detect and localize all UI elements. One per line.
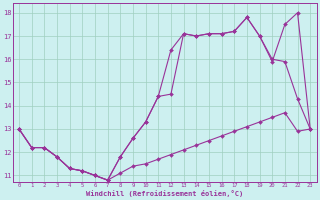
X-axis label: Windchill (Refroidissement éolien,°C): Windchill (Refroidissement éolien,°C)	[86, 190, 243, 197]
